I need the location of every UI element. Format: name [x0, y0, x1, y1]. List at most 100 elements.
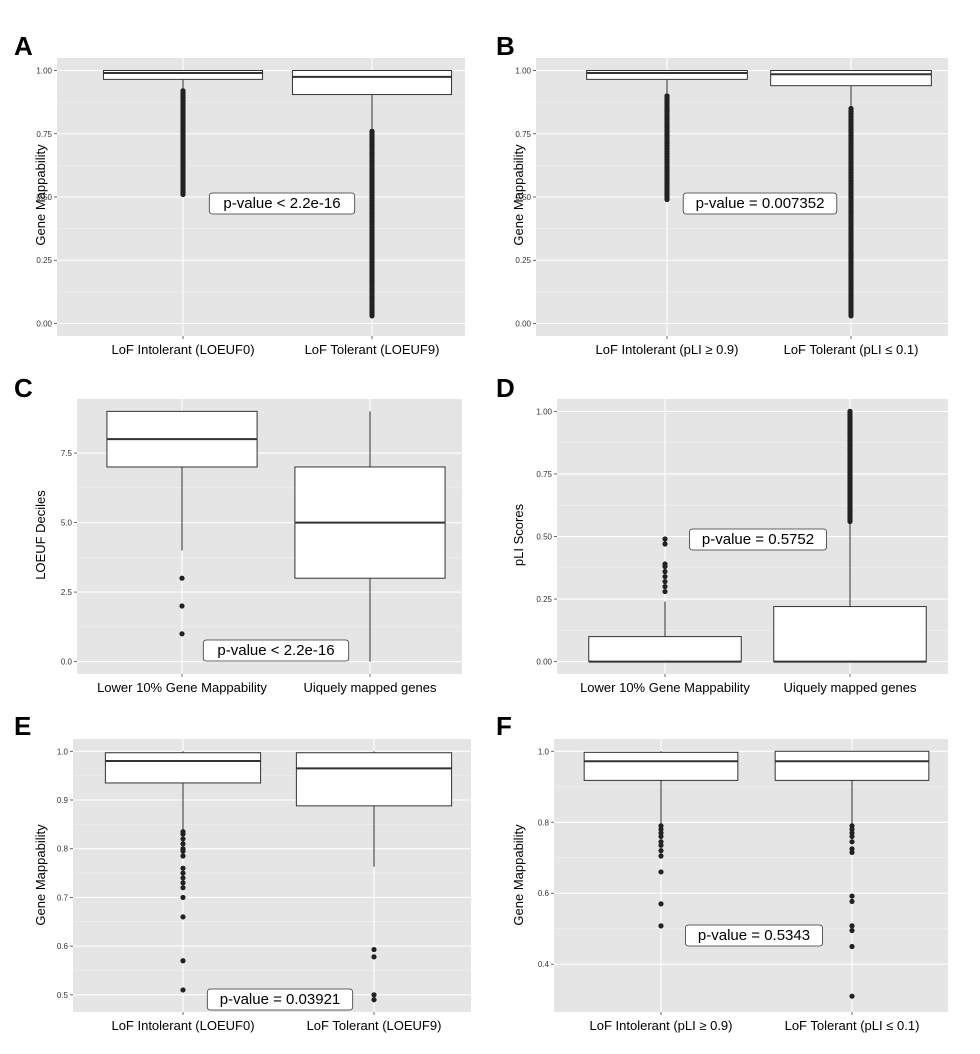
outlier-point	[658, 848, 664, 854]
outlier-point	[371, 992, 377, 998]
panel-letter: B	[496, 31, 515, 61]
outlier-point	[658, 833, 664, 840]
outlier-point	[662, 583, 668, 590]
y-tick-label: 0.8	[538, 818, 550, 827]
y-tick-label: 0.7	[57, 893, 69, 902]
x-tick-label: LoF Tolerant (LOEUF9)	[307, 1018, 442, 1033]
x-tick-label: Uiquely mapped genes	[784, 680, 917, 695]
panel-letter: E	[14, 711, 31, 741]
outlier-point	[180, 831, 186, 837]
box	[104, 752, 262, 784]
outlier-point	[658, 923, 664, 929]
y-tick-label: 0.25	[515, 256, 531, 265]
y-axis-label: Gene Mappability	[33, 824, 48, 926]
outlier-point	[179, 575, 185, 581]
box	[295, 752, 453, 807]
outlier-point	[179, 603, 185, 609]
y-tick-label: 1.00	[536, 407, 552, 416]
p-value-label: p-value = 0.5343	[698, 927, 810, 944]
outlier-point	[662, 573, 668, 580]
outlier-point	[658, 869, 664, 875]
y-axis-label: pLI Scores	[511, 503, 526, 566]
outlier-point	[849, 923, 855, 929]
y-tick-label: 0.00	[36, 319, 52, 328]
panel-a: A 0.00 0.25 0.50 0.75 1.00 LoF Intolerant (LOE…	[14, 31, 465, 357]
outlier-point	[180, 914, 186, 920]
y-axis-label: Gene Mappability	[511, 144, 526, 246]
p-value-label: p-value = 0.007352	[696, 195, 825, 212]
box	[586, 70, 748, 80]
x-tick-label: LoF Tolerant (pLI ≤ 0.1)	[785, 1018, 920, 1033]
outlier-point	[180, 894, 186, 901]
outlier-point	[180, 958, 186, 964]
y-tick-label: 0.75	[515, 130, 531, 139]
y-tick-label: 0.6	[57, 942, 69, 951]
box	[583, 751, 739, 781]
outlier-point	[369, 128, 375, 134]
outlier-point	[662, 568, 668, 575]
outlier-point	[179, 631, 185, 637]
box	[773, 606, 927, 663]
outlier-point	[658, 853, 664, 859]
p-value-box	[689, 528, 828, 551]
panel-f: F 0.4 0.6 0.8 1.0 LoF Intolerant (pLI ≥ 0.9) L…	[496, 711, 948, 1033]
y-tick-label: 0.9	[57, 796, 69, 805]
y-tick-label: 0.5	[57, 991, 69, 1000]
x-tick-label: LoF Intolerant (LOEUF0)	[111, 1018, 254, 1033]
outlier-point	[664, 93, 670, 99]
p-value-box	[685, 924, 824, 947]
outlier-point	[371, 954, 377, 960]
outlier-point	[658, 901, 664, 907]
y-axis-label: Gene Mappability	[33, 144, 48, 246]
p-value-box	[208, 192, 356, 215]
panel-letter: F	[496, 711, 512, 741]
x-tick-label: Lower 10% Gene Mappability	[97, 680, 267, 695]
outlier-point	[849, 833, 855, 840]
outlier-point	[180, 88, 186, 94]
outlier-point	[847, 408, 853, 414]
outlier-point	[849, 839, 855, 845]
y-tick-label: 0.75	[36, 130, 52, 139]
y-tick-label: 7.5	[61, 449, 73, 458]
x-tick-label: LoF Tolerant (pLI ≤ 0.1)	[784, 342, 919, 357]
y-tick-label: 0.0	[61, 658, 73, 667]
outlier-point	[662, 536, 668, 542]
y-tick-label: 0.4	[538, 960, 550, 969]
outlier-point	[662, 588, 668, 595]
y-tick-label: 0.00	[536, 658, 552, 667]
outlier-point	[180, 987, 186, 993]
y-tick-label: 1.00	[515, 67, 531, 76]
p-value-box	[206, 988, 354, 1011]
panel-d: D 0.00 0.25 0.50 0.75 1.00 Lower 10% Gene Mapp…	[496, 373, 948, 695]
outlier-point	[180, 875, 186, 881]
panel-letter: D	[496, 373, 515, 403]
x-tick-label: Lower 10% Gene Mappability	[580, 680, 750, 695]
box	[774, 750, 930, 781]
p-value-label: p-value < 2.2e-16	[217, 642, 334, 659]
y-tick-label: 0.75	[536, 470, 552, 479]
outlier-point	[849, 898, 855, 905]
panel-e: E 0.5 0.6 0.7 0.8 0.9 1.0 LoF Intolerant (LOEUF…	[14, 711, 471, 1033]
outlier-point	[849, 849, 855, 856]
outlier-point	[849, 993, 855, 999]
outlier-point	[180, 853, 186, 859]
x-tick-label: LoF Intolerant (LOEUF0)	[111, 342, 254, 357]
outlier-point	[662, 561, 668, 567]
y-tick-label: 0.50	[515, 193, 531, 202]
x-tick-label: Uiquely mapped genes	[304, 680, 437, 695]
p-value-label: p-value = 0.03921	[220, 991, 341, 1008]
y-axis-label: LOEUF Deciles	[33, 490, 48, 580]
outlier-point	[849, 927, 855, 934]
y-axis-label: Gene Mappability	[511, 824, 526, 926]
y-tick-label: 0.25	[536, 595, 552, 604]
outlier-point	[662, 541, 668, 547]
y-tick-label: 2.5	[61, 588, 73, 597]
box	[102, 70, 264, 80]
box	[291, 70, 453, 96]
p-value-label: p-value = 0.5752	[702, 531, 814, 548]
outlier-point	[848, 105, 854, 112]
outlier-point	[849, 893, 855, 899]
outlier-point	[180, 865, 186, 871]
y-tick-label: 1.00	[36, 67, 52, 76]
